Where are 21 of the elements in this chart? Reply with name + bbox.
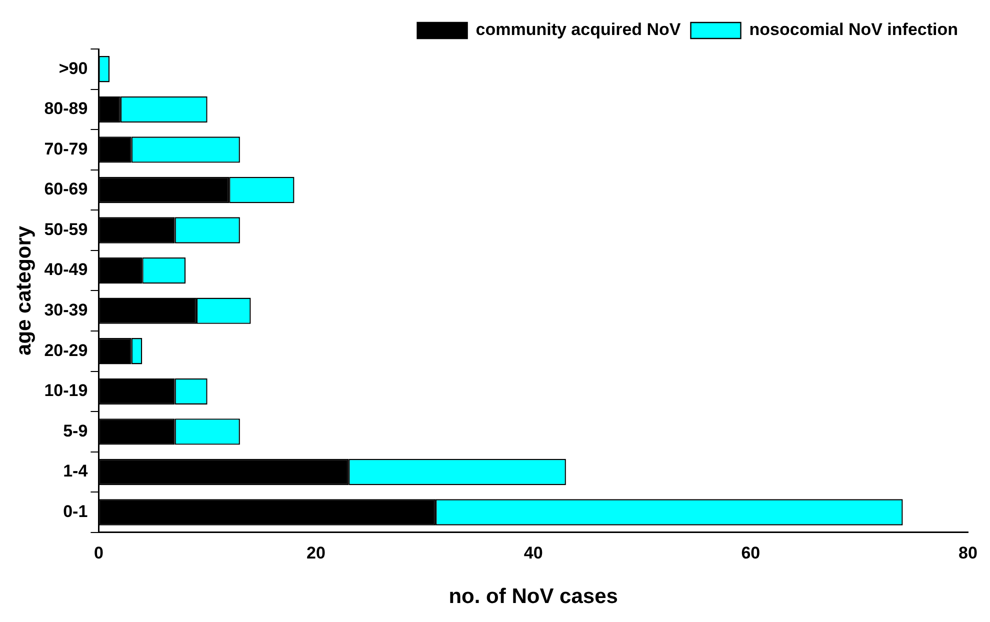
y-tick-label: 5-9 [63,421,88,440]
y-tick-label: 40-49 [44,260,88,280]
x-tick-label: 20 [306,543,326,562]
y-tick-label: 70-79 [44,139,88,158]
x-tick-label: 0 [94,543,104,562]
x-tick-label: 80 [958,543,978,562]
x-axis-title: no. of NoV cases [448,585,618,608]
y-tick-label: >90 [58,58,88,78]
x-tick-label: 60 [741,543,760,562]
y-tick-label: 50-59 [44,220,88,239]
legend-label: community acquired NoV [476,20,682,40]
y-tick-label: 0-1 [63,502,88,521]
y-tick-label: 10-19 [44,381,88,400]
y-tick-label: 1-4 [63,462,88,481]
y-tick-label: 60-69 [44,180,88,199]
y-tick-label: 80-89 [44,99,88,118]
y-tick-label: 30-39 [44,300,88,320]
y-axis-title: age category [12,226,36,356]
y-tick-label: 20-29 [44,340,88,360]
x-tick-label: 40 [524,543,543,562]
legend-label: nosocomial NoV infection [749,20,958,40]
